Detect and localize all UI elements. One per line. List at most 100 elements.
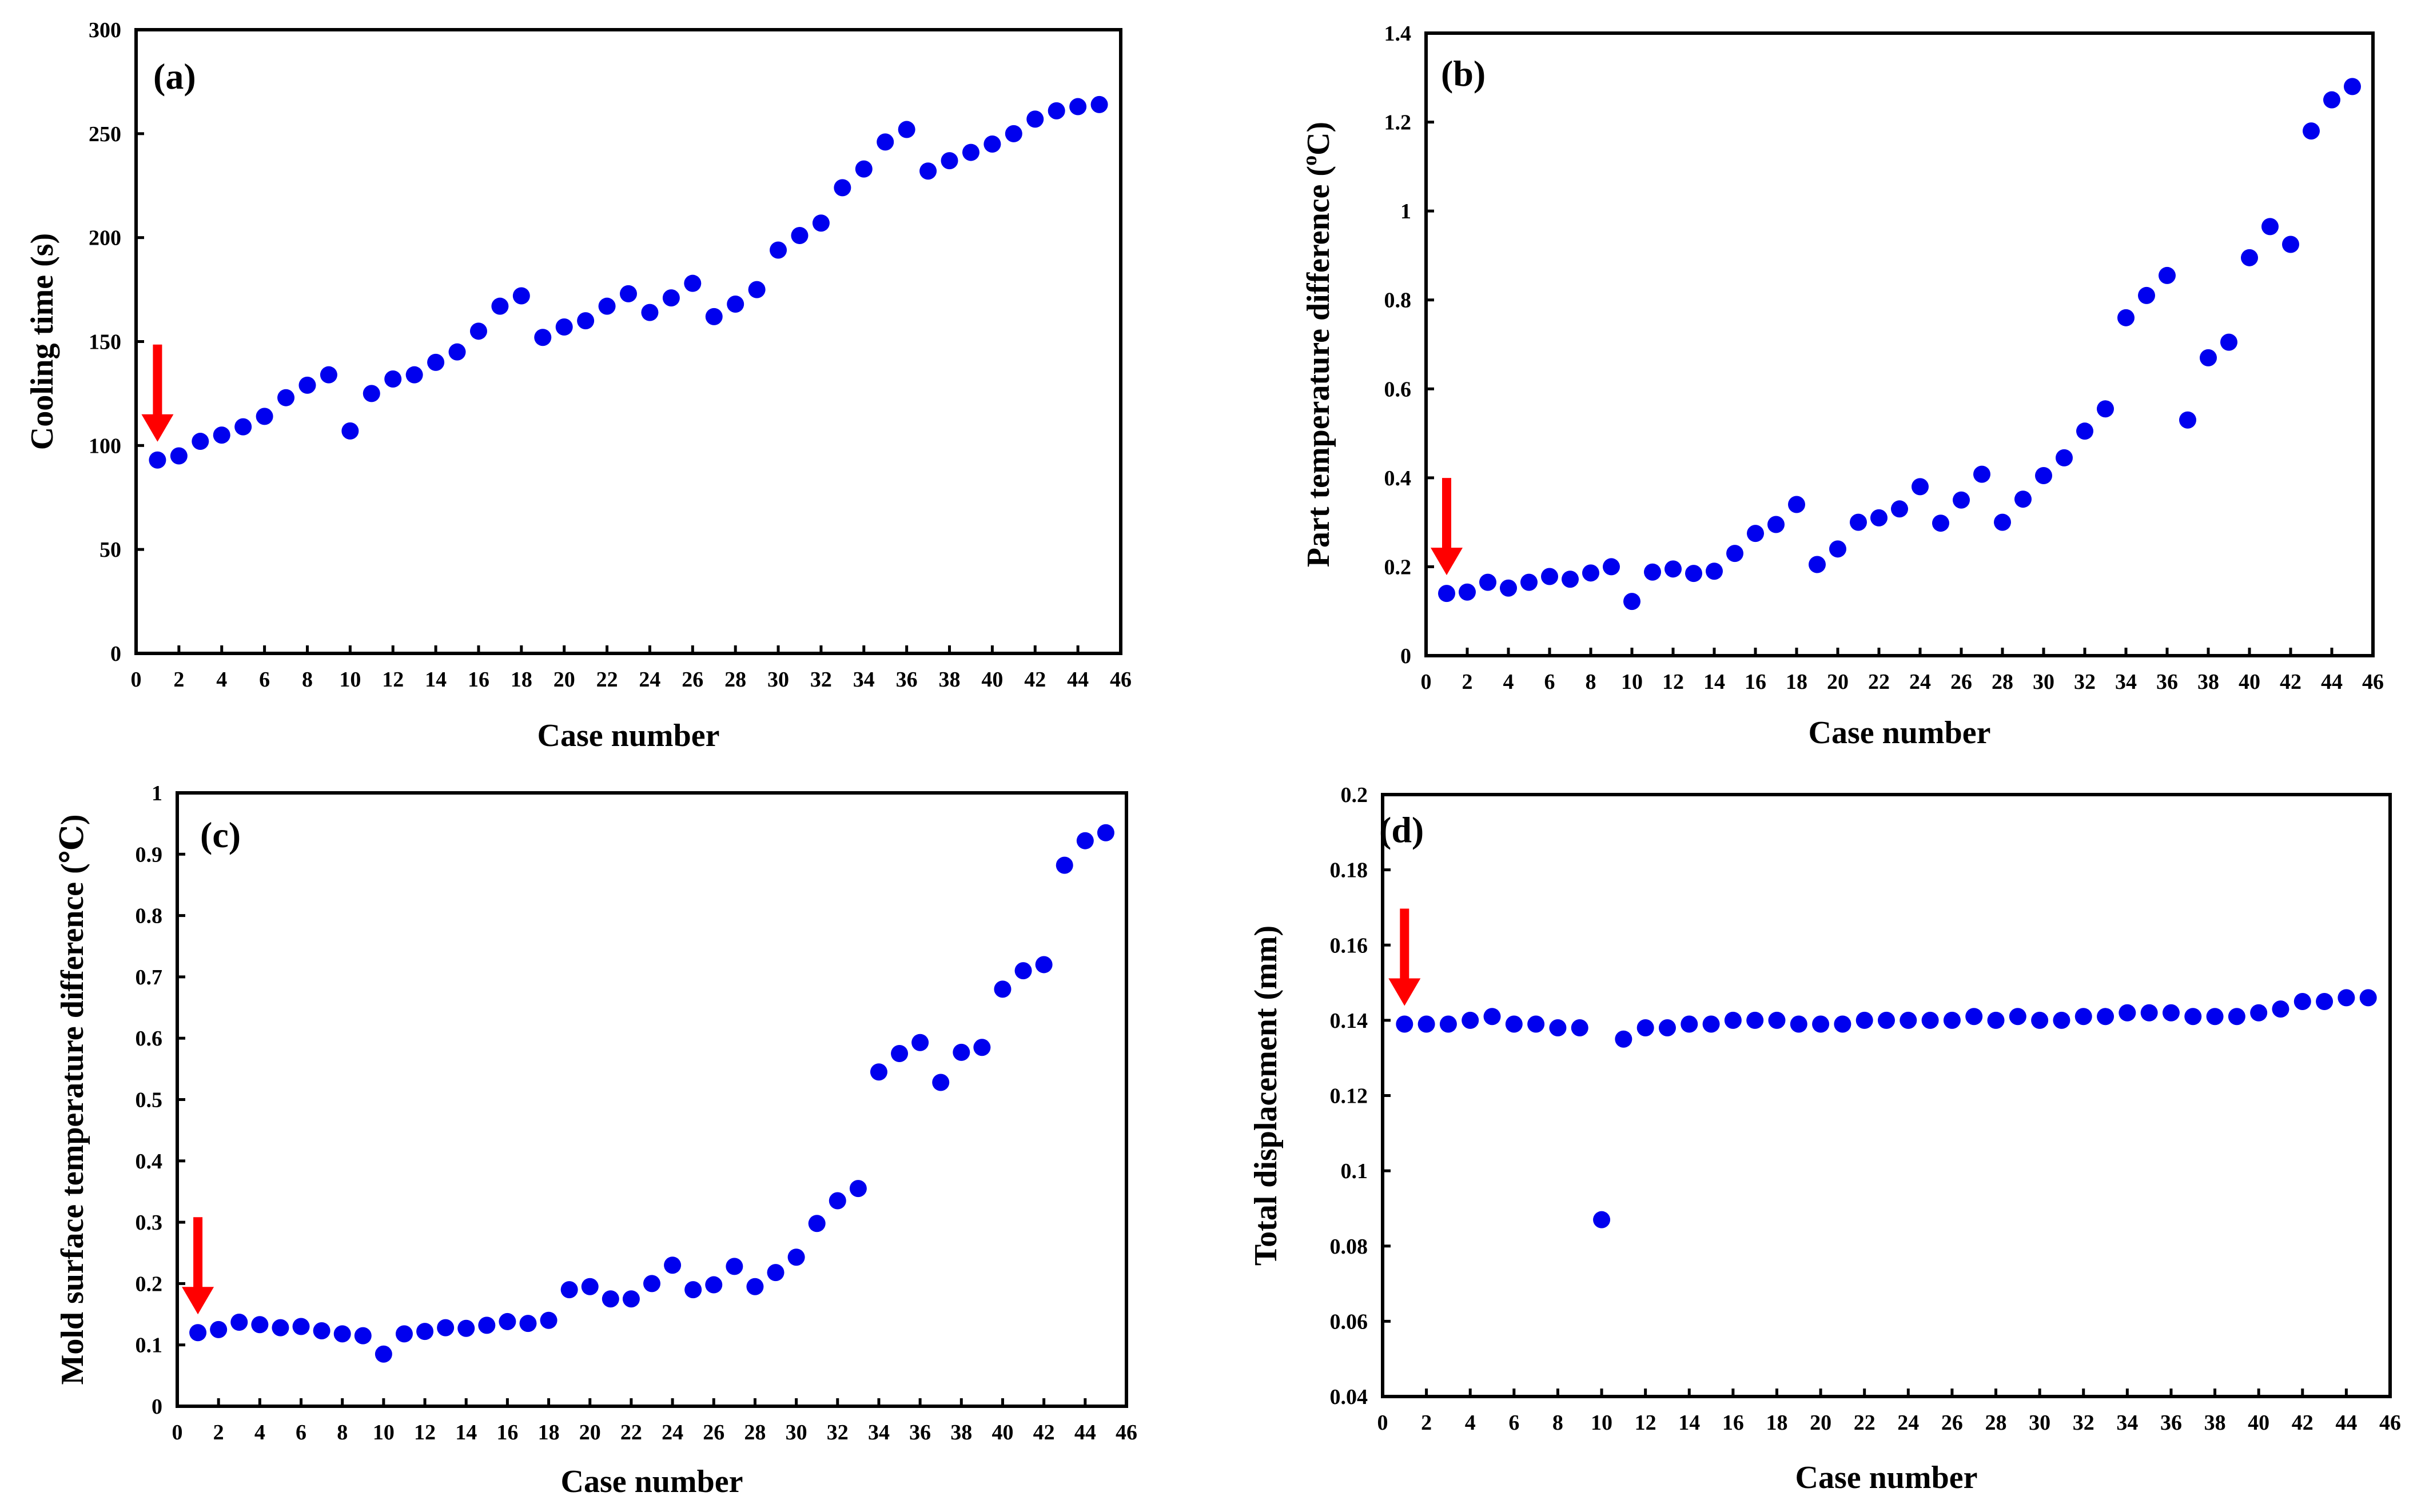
data-point	[1562, 571, 1579, 588]
data-point	[149, 451, 166, 469]
data-point	[1943, 1011, 1961, 1029]
y-axis-title-degree: o	[1298, 155, 1321, 166]
x-tick-label: 12	[1662, 670, 1684, 694]
y-tick-label: 1	[1400, 200, 1411, 224]
x-tick-label: 14	[1678, 1411, 1700, 1435]
data-point	[341, 422, 359, 440]
x-tick-label: 18	[1786, 670, 1807, 694]
y-tick-label: 0.12	[1330, 1084, 1368, 1108]
data-point	[491, 297, 509, 315]
highlight-arrow	[1431, 478, 1463, 576]
data-point	[1921, 1011, 1939, 1029]
y-tick-label: 0.16	[1330, 933, 1368, 958]
data-point	[953, 1043, 970, 1061]
data-point	[767, 1264, 785, 1282]
data-point	[1048, 102, 1065, 119]
data-point	[705, 308, 723, 325]
y-tick-label: 0.5	[136, 1088, 163, 1112]
y-tick-label: 250	[89, 122, 121, 146]
y-tick-label: 0	[1400, 644, 1411, 668]
data-point	[375, 1345, 392, 1363]
x-tick-label: 26	[1941, 1411, 1963, 1435]
data-point	[384, 370, 402, 388]
x-tick-label: 8	[1586, 670, 1596, 694]
data-point	[416, 1323, 434, 1341]
data-point	[1582, 564, 1599, 582]
data-point	[581, 1278, 599, 1295]
x-tick-label: 44	[2335, 1411, 2357, 1435]
x-tick-label: 4	[254, 1421, 265, 1445]
data-point	[478, 1316, 496, 1334]
x-tick-label: 20	[1827, 670, 1849, 694]
x-tick-label: 32	[2074, 670, 2096, 694]
x-tick-label: 24	[1909, 670, 1931, 694]
panel-a-chart: 0 2 4 6 8 10 12 14 16 18 20 22 24 26 28 30 32 34 36 38 40 42 4…	[25, 18, 1132, 753]
x-tick-label: 6	[1544, 670, 1555, 694]
y-tick-label: 0.9	[136, 843, 163, 867]
data-point	[932, 1074, 950, 1091]
x-tick-label: 2	[1462, 670, 1473, 694]
data-point	[641, 304, 659, 321]
x-axis-title: Case number	[1795, 1460, 1978, 1495]
data-point	[808, 1215, 826, 1232]
data-point	[855, 160, 873, 178]
data-point	[1685, 565, 1702, 583]
data-point	[787, 1248, 805, 1266]
data-point	[2220, 333, 2237, 351]
data-point	[1549, 1019, 1567, 1037]
data-point	[1932, 514, 1949, 532]
plot-area-frame	[134, 28, 1122, 655]
data-point	[2119, 1004, 2136, 1022]
x-tick-label: 20	[554, 668, 575, 692]
data-point	[726, 1258, 743, 1275]
panel-label: (b)	[1441, 53, 1486, 94]
data-point	[2031, 1011, 2049, 1029]
data-point	[2250, 1004, 2268, 1022]
data-point	[1878, 1011, 1895, 1029]
data-point	[469, 322, 487, 340]
x-tick-label: 20	[579, 1421, 601, 1445]
x-tick-label: 28	[724, 668, 746, 692]
y-tick-label: 0.3	[136, 1211, 163, 1235]
y-tick-label: 200	[89, 226, 121, 250]
data-point	[2053, 1011, 2070, 1029]
data-point	[1603, 558, 1620, 576]
data-point	[395, 1325, 413, 1343]
data-point	[1593, 1211, 1611, 1228]
data-point	[1520, 573, 1538, 591]
data-point	[437, 1319, 455, 1337]
data-point	[1973, 465, 1990, 483]
x-tick-label: 24	[1897, 1411, 1919, 1435]
data-point	[499, 1312, 516, 1330]
x-tick-label: 8	[337, 1421, 348, 1445]
data-point	[911, 1034, 929, 1051]
plot-area-frame	[1424, 31, 2375, 657]
y-tick-label: 150	[89, 330, 121, 354]
y-tick-label: 0.08	[1330, 1235, 1368, 1259]
data-point	[2162, 1004, 2180, 1022]
x-tick-label: 36	[2156, 670, 2178, 694]
y-axis-title-unit: C)	[1301, 122, 1336, 155]
data-point	[1870, 509, 1888, 526]
arrow-head	[1388, 978, 1421, 1006]
data-point	[272, 1319, 289, 1337]
x-tick-label: 6	[296, 1421, 306, 1445]
x-tick-label: 30	[767, 668, 789, 692]
x-tick-label: 10	[1621, 670, 1643, 694]
x-tick-label: 38	[939, 668, 961, 692]
x-tick-label: 20	[1810, 1411, 1831, 1435]
data-point	[1056, 856, 1073, 874]
data-point	[1900, 1011, 1917, 1029]
y-tick-label: 0	[110, 642, 121, 666]
data-point	[1005, 125, 1022, 142]
data-point	[1636, 1019, 1654, 1037]
x-tick-label: 42	[1024, 668, 1046, 692]
data-point	[1834, 1015, 1851, 1033]
x-tick-label: 30	[2033, 670, 2054, 694]
y-tick-label: 0.2	[1384, 555, 1412, 579]
x-tick-label: 28	[1985, 1411, 2007, 1435]
data-point	[170, 447, 188, 465]
x-tick-label: 44	[1067, 668, 1089, 692]
data-point	[192, 433, 209, 450]
y-tick-label: 50	[99, 538, 121, 562]
